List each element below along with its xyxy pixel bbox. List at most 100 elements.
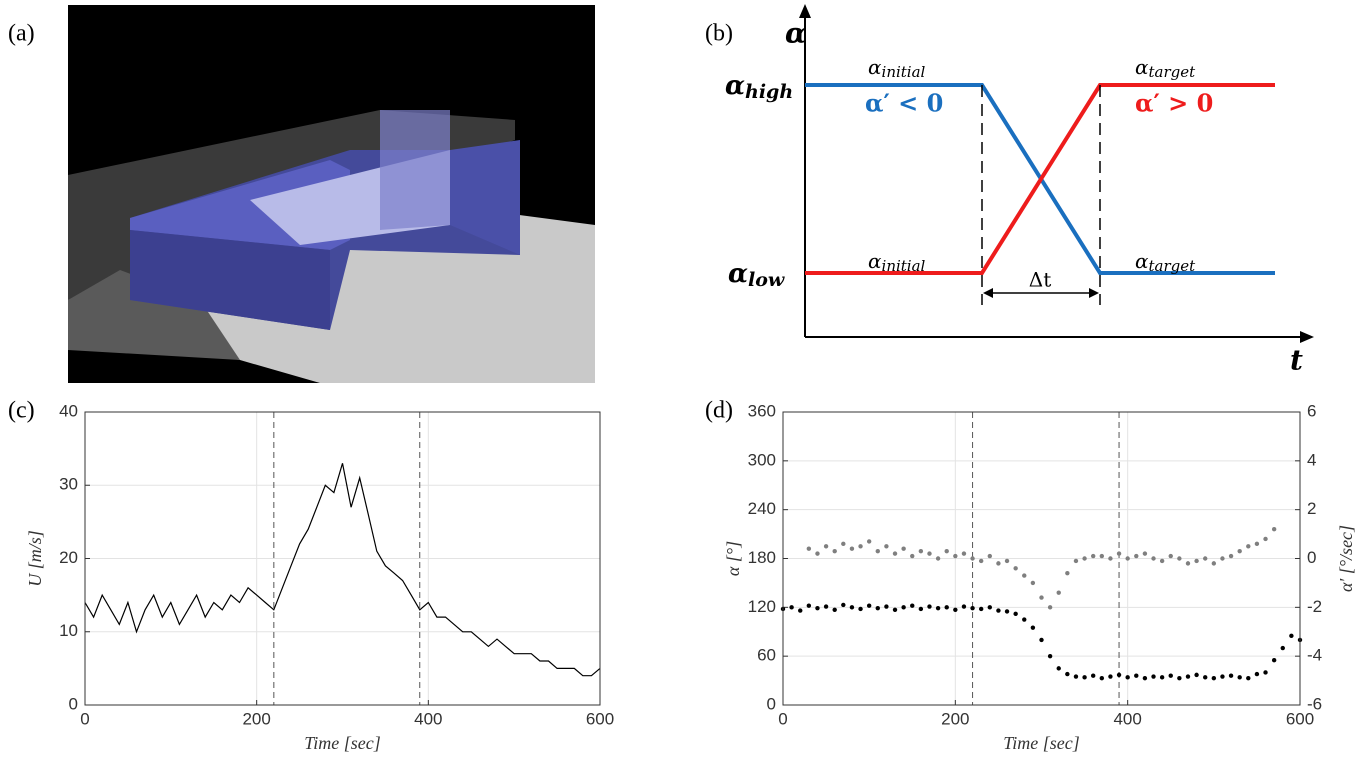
data-point	[1125, 556, 1130, 561]
panel-label: (d)	[705, 398, 733, 424]
subscript: target	[1149, 63, 1197, 81]
data-point	[961, 551, 967, 556]
data-point	[1082, 675, 1087, 680]
data-point	[1237, 548, 1242, 554]
data-point	[1065, 671, 1070, 677]
data-point	[1134, 673, 1139, 678]
y-axis-label: U [m/s]	[25, 530, 45, 587]
x-tick-label: 0	[778, 709, 787, 728]
data-point	[1159, 558, 1165, 564]
data-point	[1263, 536, 1268, 542]
data-point	[1228, 553, 1234, 559]
data-point	[970, 605, 975, 611]
data-point	[1159, 675, 1165, 680]
y2-tick-label: 4	[1307, 450, 1316, 469]
line-label: αtarget	[1135, 55, 1196, 82]
data-point	[1022, 617, 1027, 622]
axis-label: t	[1290, 344, 1303, 377]
x-tick-label: 200	[941, 709, 969, 728]
x-tick-label: 0	[80, 709, 89, 728]
data-point	[910, 553, 915, 559]
y-tick-label: 60	[757, 646, 776, 665]
y-axis-label: α [°]	[723, 541, 743, 576]
data-point	[1220, 674, 1225, 679]
data-point	[935, 556, 941, 561]
data-point	[996, 608, 1001, 613]
data-point	[935, 605, 941, 611]
axis-label: α	[785, 17, 807, 50]
data-point	[1030, 625, 1036, 630]
y-tick-label: 20	[59, 548, 78, 567]
level-label: αhigh	[725, 71, 793, 103]
data-point	[1185, 561, 1191, 566]
data-point	[1142, 551, 1148, 556]
data-point	[1073, 558, 1079, 564]
data-point	[1047, 653, 1053, 659]
data-point	[1116, 672, 1122, 678]
data-point	[1108, 556, 1113, 561]
line-label: αtarget	[1135, 249, 1196, 276]
data-point	[841, 602, 846, 608]
y-tick-label: 240	[748, 499, 776, 518]
data-point	[1056, 590, 1061, 595]
data-point	[841, 541, 846, 547]
data-point	[987, 605, 992, 610]
data-line	[84, 463, 601, 677]
data-point	[1142, 675, 1148, 681]
data-point	[875, 548, 880, 554]
data-point	[1039, 637, 1044, 643]
y-tick-label: 0	[767, 694, 776, 713]
symbol: α	[1135, 55, 1149, 79]
data-point	[1280, 645, 1285, 651]
data-point	[806, 546, 812, 551]
data-point	[1108, 674, 1113, 679]
rate-label: α′ > 0	[1135, 89, 1213, 118]
data-point	[961, 604, 967, 609]
y-tick-label: 120	[748, 597, 776, 616]
data-point	[1237, 675, 1242, 680]
data-point	[927, 604, 932, 609]
rate-label: α′ < 0	[865, 89, 943, 118]
data-point	[1168, 673, 1173, 678]
data-point	[866, 539, 872, 544]
data-point	[858, 606, 863, 612]
data-point	[1263, 670, 1268, 675]
data-point	[1082, 556, 1087, 561]
data-point	[798, 608, 803, 613]
y2-tick-label: 2	[1307, 499, 1316, 518]
data-point	[1073, 674, 1079, 679]
y-tick-label: 40	[59, 401, 78, 420]
data-point	[1065, 570, 1070, 576]
data-point	[1220, 556, 1225, 561]
data-point	[815, 605, 820, 611]
subscript: high	[745, 81, 793, 103]
data-point	[815, 551, 820, 556]
y-tick-label: 30	[59, 475, 78, 494]
data-point	[823, 604, 829, 609]
y2-tick-label: 6	[1307, 401, 1316, 420]
x-axis-label: Time [sec]	[304, 733, 381, 753]
y2-tick-label: -6	[1307, 694, 1322, 713]
data-point	[1211, 675, 1217, 681]
panel-label: (b)	[705, 21, 733, 47]
data-point	[918, 606, 924, 612]
data-point	[884, 604, 889, 609]
data-point	[918, 548, 924, 554]
x-tick-label: 600	[586, 709, 614, 728]
data-point	[944, 548, 949, 554]
line-label: αinitial	[868, 55, 926, 82]
subscript: low	[748, 269, 785, 291]
data-point	[978, 558, 984, 564]
level-label: αlow	[728, 259, 785, 291]
y-tick-label: 300	[748, 450, 776, 469]
data-point	[1099, 553, 1105, 559]
data-point	[1194, 558, 1199, 564]
x-tick-label: 200	[242, 709, 270, 728]
data-point	[1134, 553, 1139, 559]
data-point	[849, 605, 855, 610]
data-point	[1203, 675, 1208, 680]
data-point	[996, 561, 1001, 566]
data-point	[1194, 672, 1199, 678]
data-point	[832, 607, 837, 612]
